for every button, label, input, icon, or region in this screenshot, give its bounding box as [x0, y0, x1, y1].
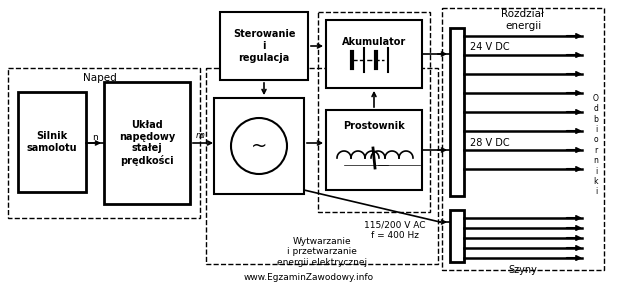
Bar: [450, 28, 464, 196]
Text: Akumulator: Akumulator: [342, 37, 406, 47]
Text: Rozdział
energii: Rozdział energii: [501, 9, 544, 31]
Text: O
d
b
i
o
r
n
i
k
i: O d b i o r n i k i: [593, 94, 599, 196]
Text: ~: ~: [251, 136, 267, 156]
Text: Napęd: Napęd: [83, 73, 117, 83]
Text: www.EgzaminZawodowy.info: www.EgzaminZawodowy.info: [244, 273, 374, 283]
Text: Szyny: Szyny: [509, 265, 538, 275]
Bar: [450, 210, 464, 262]
Bar: [442, 8, 604, 270]
Text: Układ
napędowy
stałej
prędkości: Układ napędowy stałej prędkości: [119, 120, 175, 166]
Bar: [220, 12, 308, 80]
Text: 115/200 V AC
f = 400 Hz: 115/200 V AC f = 400 Hz: [364, 220, 426, 240]
Bar: [318, 12, 430, 212]
Text: n: n: [200, 132, 205, 140]
Text: Prostownik: Prostownik: [343, 121, 405, 131]
Text: n: n: [92, 132, 98, 142]
Bar: [206, 68, 438, 264]
Bar: [104, 82, 190, 204]
Text: Wytwarzanie
i przetwarzanie
energii elektrycznej: Wytwarzanie i przetwarzanie energii elek…: [277, 237, 367, 267]
Text: 24 V DC: 24 V DC: [470, 42, 510, 52]
Bar: [8, 68, 200, 218]
Text: n₁: n₁: [196, 132, 205, 140]
Bar: [326, 110, 422, 190]
Text: 28 V DC: 28 V DC: [470, 138, 510, 148]
Text: Sterowanie
i
regulacja: Sterowanie i regulacja: [233, 29, 295, 63]
Text: Silnik
samolotu: Silnik samolotu: [27, 131, 77, 153]
Bar: [326, 20, 422, 88]
Bar: [214, 98, 304, 194]
Bar: [18, 92, 86, 192]
